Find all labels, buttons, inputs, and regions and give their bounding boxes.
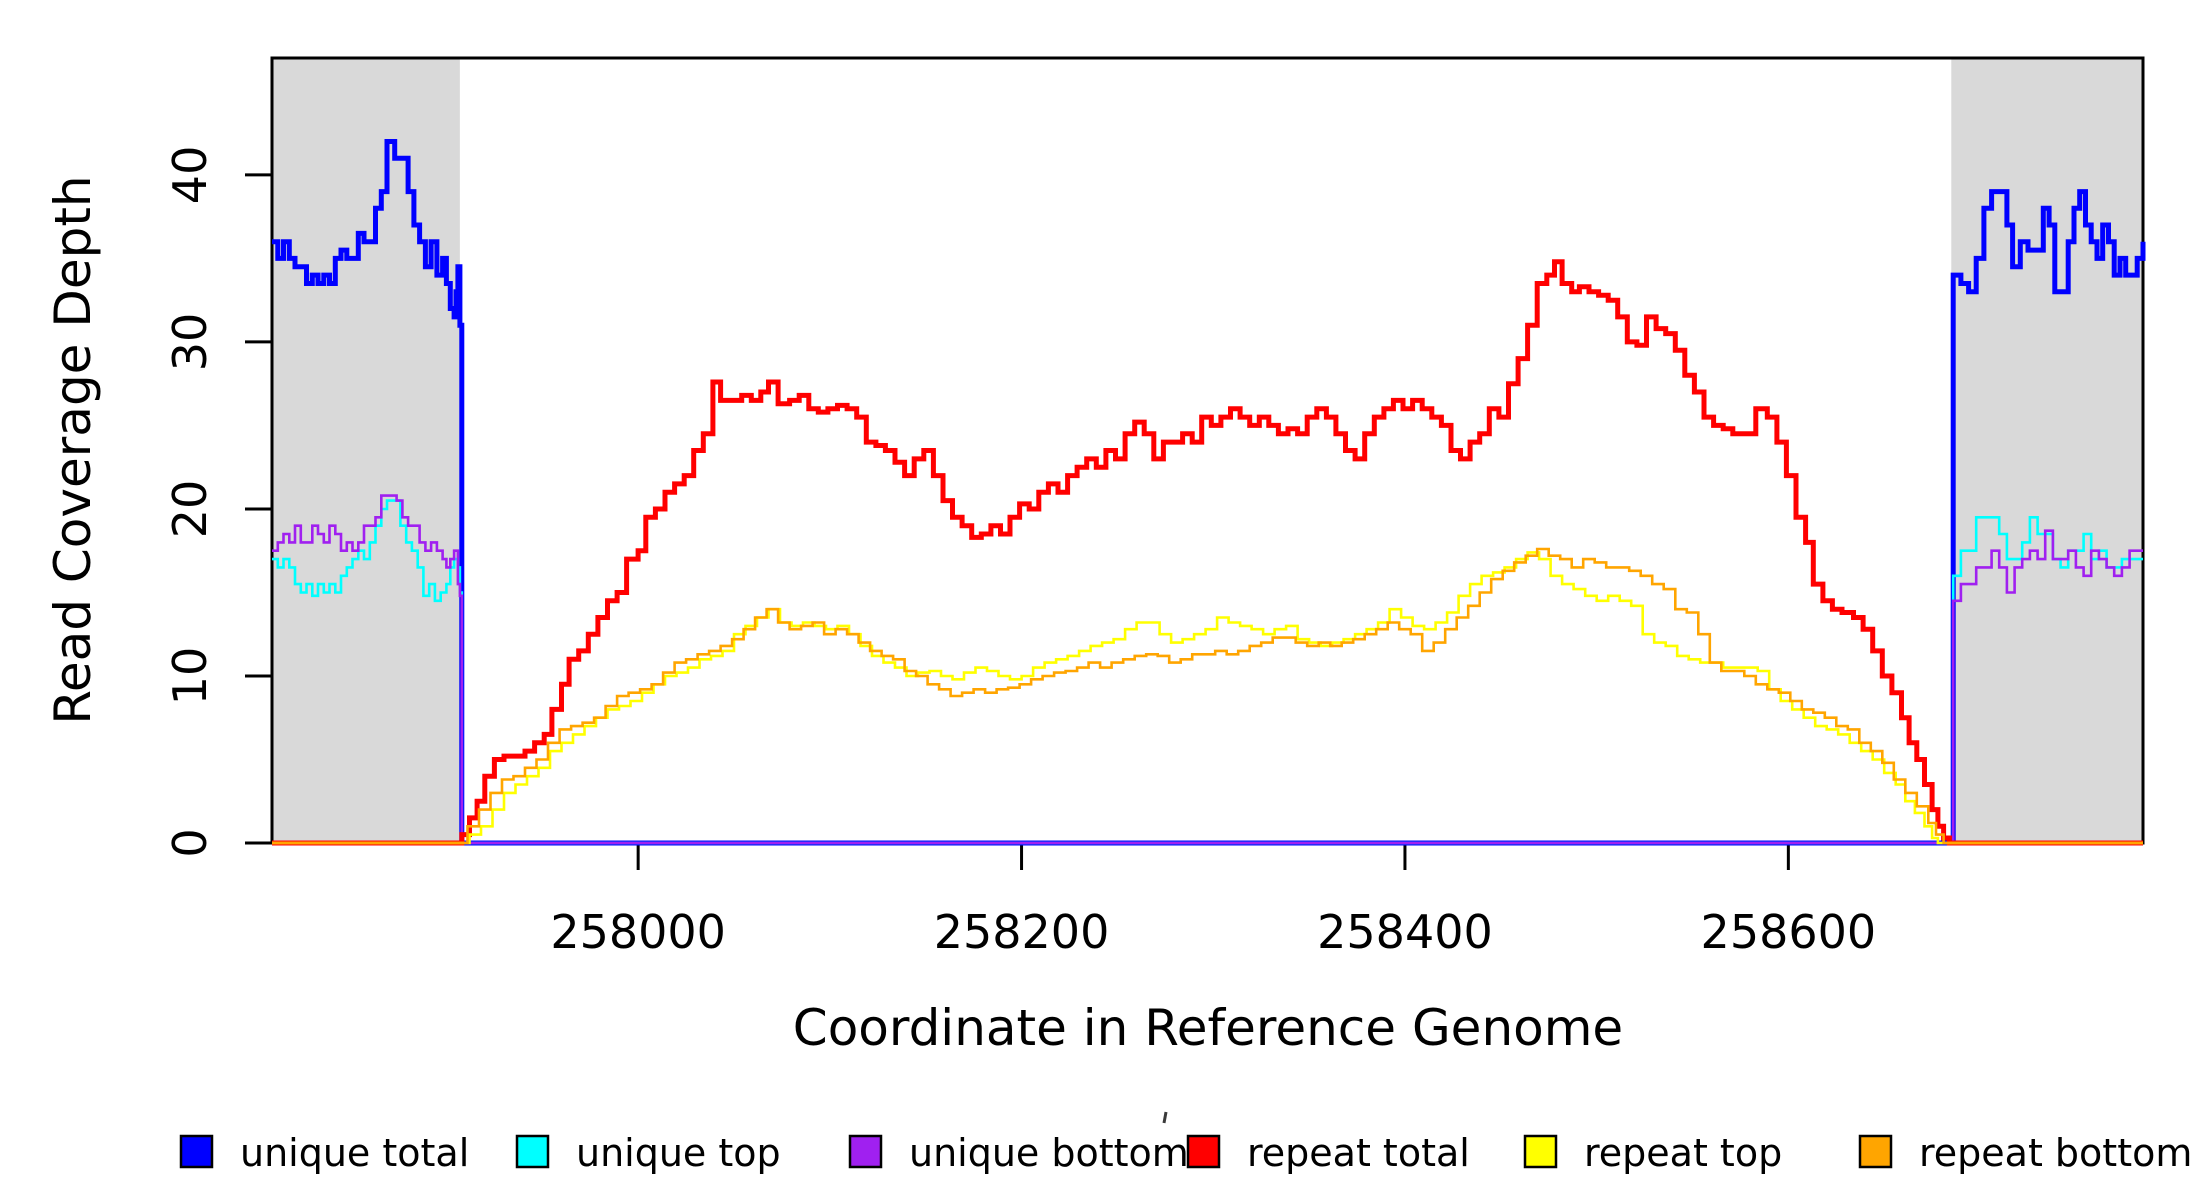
y-tick-label: 0 [163,828,217,857]
legend-item-unique-bottom: unique bottom [848,1131,1189,1175]
legend-label-repeat-bottom: repeat bottom [1919,1131,2192,1175]
legend-label-unique-top: unique top [576,1131,781,1175]
y-tick-label: 10 [163,647,217,706]
legend-item-repeat-total: repeat total [1186,1131,1470,1175]
legend-swatch-repeat-total [1186,1134,1221,1169]
x-axis-ticks: 258000 258200 258400 258600 [550,844,1876,959]
series-unique-total [272,139,2146,846]
x-tick-label: 258000 [550,905,726,959]
x-tick-label: 258600 [1701,905,1877,959]
x-tick-label: 258200 [934,905,1110,959]
legend-label-repeat-total: repeat total [1247,1131,1470,1175]
legend-label-repeat-top: repeat top [1584,1131,1782,1175]
legend-item-repeat-top: repeat top [1523,1131,1782,1175]
shaded-region-right-flank [1951,58,2143,843]
series-unique-top [272,499,2143,845]
series-unique-bottom [272,494,2143,845]
y-tick-label: 20 [163,480,217,539]
stray-mark [1162,1111,1168,1124]
legend-swatch-repeat-bottom [1858,1134,1893,1169]
x-axis-title: Coordinate in Reference Genome [793,999,1623,1057]
y-axis-title: Read Coverage Depth [44,175,102,724]
legend-swatch-repeat-top [1523,1134,1558,1169]
shaded-flank-regions [272,58,2143,843]
legend-item-unique-total: unique total [179,1131,469,1175]
legend-item-unique-top: unique top [515,1131,781,1175]
x-tick-label: 258400 [1317,905,1493,959]
series-repeat-total [272,259,2143,846]
legend-item-repeat-bottom: repeat bottom [1858,1131,2192,1175]
series-repeat-top [272,551,2143,845]
series-repeat-bottom [272,547,2143,845]
y-tick-label: 30 [163,313,217,372]
y-tick-label: 40 [163,146,217,205]
legend-label-unique-total: unique total [240,1131,469,1175]
legend-swatch-unique-bottom [848,1134,883,1169]
legend-swatch-unique-top [515,1134,550,1169]
shaded-region-left-flank [272,58,460,843]
coverage-series [272,139,2146,846]
legend: unique total unique top unique bottom re… [179,1131,2192,1175]
legend-swatch-unique-total [179,1134,214,1169]
y-axis-ticks: 0 10 20 30 40 [163,146,271,858]
legend-label-unique-bottom: unique bottom [909,1131,1189,1175]
